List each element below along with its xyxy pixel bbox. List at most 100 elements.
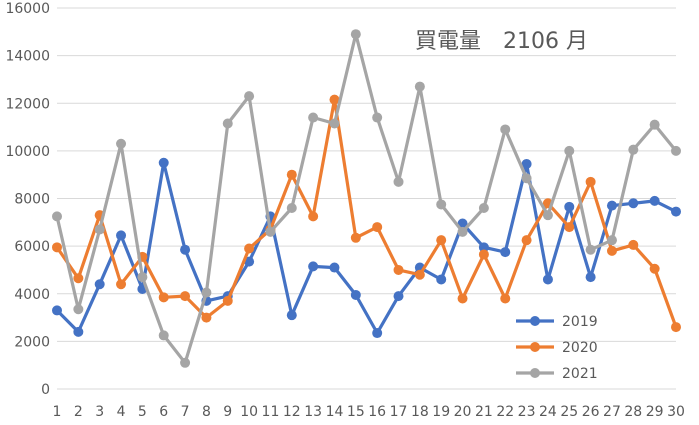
series-2020 bbox=[52, 94, 681, 333]
data-point bbox=[564, 201, 575, 212]
data-point bbox=[286, 310, 297, 321]
data-point bbox=[500, 247, 511, 258]
data-point bbox=[628, 198, 639, 209]
x-tick-label: 28 bbox=[624, 404, 642, 420]
x-tick-label: 18 bbox=[411, 404, 429, 420]
legend-label: 2019 bbox=[562, 314, 598, 330]
data-point bbox=[478, 249, 489, 260]
legend-swatch-marker bbox=[530, 316, 540, 326]
x-tick-label: 4 bbox=[117, 404, 126, 420]
x-tick-label: 16 bbox=[368, 404, 386, 420]
x-tick-label: 7 bbox=[181, 404, 190, 420]
data-point bbox=[73, 304, 84, 315]
data-point bbox=[500, 124, 511, 135]
y-axis-tick-labels: 0 2000 4000 6000 8000 10000 12000 14000 16000 bbox=[5, 1, 50, 398]
data-point bbox=[94, 279, 105, 290]
data-point bbox=[116, 138, 127, 149]
data-point bbox=[585, 272, 596, 283]
data-point bbox=[372, 222, 383, 233]
data-point bbox=[222, 295, 233, 306]
y-tick-label: 2000 bbox=[14, 334, 50, 350]
y-tick-label: 6000 bbox=[14, 239, 50, 255]
data-point bbox=[606, 200, 617, 211]
data-point bbox=[137, 272, 148, 283]
data-point bbox=[350, 29, 361, 40]
chart-title: 買電量 2106 月 bbox=[415, 29, 588, 54]
data-point bbox=[158, 330, 169, 341]
data-point bbox=[116, 230, 127, 241]
x-tick-label: 5 bbox=[138, 404, 147, 420]
data-point bbox=[585, 176, 596, 187]
series-line-2020 bbox=[55, 98, 678, 329]
legend-item-2020: 2020 bbox=[516, 340, 598, 356]
data-point bbox=[457, 293, 468, 304]
data-point bbox=[158, 292, 169, 303]
data-point bbox=[372, 328, 383, 339]
data-point bbox=[158, 157, 169, 168]
data-point bbox=[52, 242, 62, 253]
y-tick-label: 12000 bbox=[5, 96, 50, 112]
x-tick-label: 11 bbox=[262, 404, 280, 420]
data-point bbox=[436, 235, 447, 246]
legend: 2019 2020 2021 bbox=[516, 314, 598, 382]
legend-item-2021: 2021 bbox=[516, 366, 598, 382]
data-point bbox=[308, 261, 319, 272]
data-point bbox=[500, 293, 511, 304]
x-tick-label: 21 bbox=[475, 404, 493, 420]
x-tick-label: 20 bbox=[454, 404, 472, 420]
data-point bbox=[180, 357, 191, 368]
x-tick-label: 14 bbox=[326, 404, 344, 420]
data-point bbox=[73, 273, 84, 284]
data-point bbox=[671, 206, 681, 217]
data-point bbox=[329, 262, 340, 273]
data-point bbox=[201, 312, 212, 323]
data-point bbox=[393, 264, 404, 275]
legend-swatch-marker bbox=[530, 342, 540, 352]
data-point bbox=[222, 118, 233, 129]
data-point bbox=[201, 287, 212, 298]
data-point bbox=[478, 203, 489, 214]
data-point bbox=[414, 81, 425, 92]
legend-item-2019: 2019 bbox=[516, 314, 598, 330]
x-tick-label: 23 bbox=[518, 404, 536, 420]
data-point bbox=[564, 145, 575, 156]
data-point bbox=[478, 242, 489, 253]
data-point bbox=[542, 210, 553, 221]
y-tick-label: 10000 bbox=[5, 144, 50, 160]
data-point bbox=[180, 291, 191, 302]
x-tick-label: 22 bbox=[496, 404, 514, 420]
x-tick-label: 13 bbox=[304, 404, 322, 420]
data-point bbox=[244, 256, 255, 267]
data-point bbox=[521, 158, 532, 169]
y-tick-label: 0 bbox=[41, 382, 50, 398]
data-point bbox=[564, 222, 575, 233]
data-point bbox=[52, 305, 62, 316]
data-point bbox=[52, 211, 62, 222]
data-point bbox=[329, 94, 340, 105]
data-point bbox=[671, 145, 681, 156]
data-point bbox=[649, 195, 660, 206]
data-point bbox=[286, 203, 297, 214]
data-point bbox=[606, 245, 617, 256]
x-tick-label: 25 bbox=[560, 404, 578, 420]
data-point bbox=[329, 118, 340, 129]
data-point bbox=[436, 199, 447, 210]
x-tick-label: 15 bbox=[347, 404, 365, 420]
data-point bbox=[244, 91, 255, 102]
data-point bbox=[606, 235, 617, 246]
data-point bbox=[393, 291, 404, 302]
x-tick-label: 29 bbox=[646, 404, 664, 420]
x-tick-label: 27 bbox=[603, 404, 621, 420]
data-point bbox=[265, 226, 276, 237]
legend-label: 2020 bbox=[562, 340, 598, 356]
legend-swatch-marker bbox=[530, 368, 540, 378]
data-point bbox=[308, 112, 319, 123]
data-point bbox=[180, 244, 191, 255]
y-tick-label: 4000 bbox=[14, 287, 50, 303]
x-tick-label: 10 bbox=[240, 404, 258, 420]
data-point bbox=[521, 173, 532, 184]
data-point bbox=[436, 274, 447, 285]
data-point bbox=[350, 289, 361, 300]
